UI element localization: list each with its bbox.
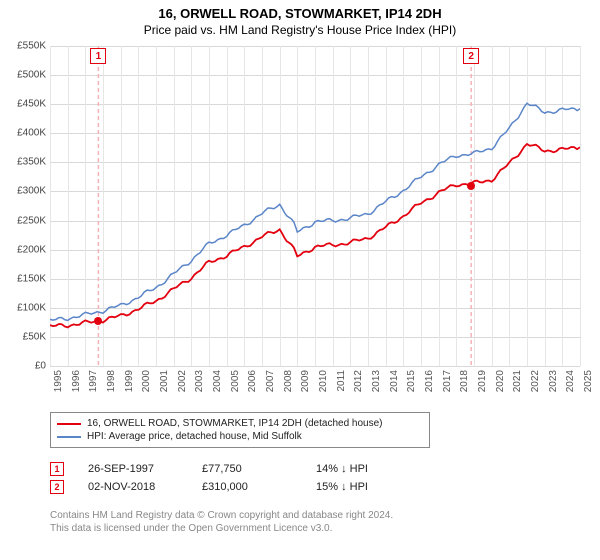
sales-table-row: 1 26-SEP-1997 £77,750 14% ↓ HPI: [50, 460, 580, 478]
y-axis-tick-label: £0: [6, 361, 46, 372]
x-axis-tick-label: 2021: [512, 370, 523, 392]
legend: 16, ORWELL ROAD, STOWMARKET, IP14 2DH (d…: [50, 412, 580, 448]
x-axis-tick-label: 1996: [71, 370, 82, 392]
y-axis-tick-label: £300K: [6, 186, 46, 197]
x-axis-tick-label: 2011: [336, 370, 347, 392]
y-axis-tick-label: £550K: [6, 41, 46, 52]
x-axis-tick-label: 2004: [212, 370, 223, 392]
y-axis-tick-label: £100K: [6, 302, 46, 313]
x-axis-tick-label: 2009: [300, 370, 311, 392]
sales-row-date: 26-SEP-1997: [88, 463, 178, 475]
x-axis-tick-label: 2005: [230, 370, 241, 392]
x-axis-tick-label: 2019: [477, 370, 488, 392]
sale-marker-1: 1: [90, 48, 106, 64]
y-axis-tick-label: £150K: [6, 273, 46, 284]
sales-table-row: 2 02-NOV-2018 £310,000 15% ↓ HPI: [50, 478, 580, 496]
x-axis-tick-label: 2000: [141, 370, 152, 392]
sale-point-dot: [94, 317, 102, 325]
sales-row-price: £310,000: [202, 481, 292, 493]
x-axis-tick-label: 2022: [530, 370, 541, 392]
legend-row: 16, ORWELL ROAD, STOWMARKET, IP14 2DH (d…: [57, 417, 423, 430]
x-axis-tick-label: 1999: [124, 370, 135, 392]
chart-title: 16, ORWELL ROAD, STOWMARKET, IP14 2DH: [0, 0, 600, 21]
sales-row-hpi-diff: 14% ↓ HPI: [316, 463, 406, 475]
x-axis-tick-label: 2020: [495, 370, 506, 392]
legend-row: HPI: Average price, detached house, Mid …: [57, 430, 423, 443]
y-axis-tick-label: £450K: [6, 99, 46, 110]
x-axis-tick-label: 1995: [53, 370, 64, 392]
sales-row-date: 02-NOV-2018: [88, 481, 178, 493]
x-axis-tick-label: 2018: [459, 370, 470, 392]
footer-attribution: Contains HM Land Registry data © Crown c…: [50, 510, 580, 535]
sale-marker-2: 2: [463, 48, 479, 64]
x-axis-tick-label: 2007: [265, 370, 276, 392]
footer-line-2: This data is licensed under the Open Gov…: [50, 523, 580, 536]
y-axis-tick-label: £50K: [6, 331, 46, 342]
legend-label: 16, ORWELL ROAD, STOWMARKET, IP14 2DH (d…: [87, 418, 382, 429]
x-axis-tick-label: 2015: [406, 370, 417, 392]
y-axis-tick-label: £200K: [6, 244, 46, 255]
legend-swatch: [57, 423, 81, 425]
footer-line-1: Contains HM Land Registry data © Crown c…: [50, 510, 580, 523]
series-line-property: [50, 144, 580, 327]
x-axis-tick-label: 2012: [353, 370, 364, 392]
line-series: [50, 46, 580, 366]
x-axis-tick-label: 1997: [88, 370, 99, 392]
y-axis-tick-label: £500K: [6, 70, 46, 81]
x-axis-tick-label: 2016: [424, 370, 435, 392]
grid-line-h: [50, 366, 580, 367]
sale-point-dot: [467, 182, 475, 190]
x-axis-tick-label: 2024: [565, 370, 576, 392]
sales-row-price: £77,750: [202, 463, 292, 475]
sales-row-hpi-diff: 15% ↓ HPI: [316, 481, 406, 493]
y-axis-tick-label: £350K: [6, 157, 46, 168]
y-axis-tick-label: £250K: [6, 215, 46, 226]
sales-row-marker: 1: [50, 462, 64, 476]
sales-table: 1 26-SEP-1997 £77,750 14% ↓ HPI 2 02-NOV-2018…: [50, 460, 580, 496]
sales-row-marker: 2: [50, 480, 64, 494]
figure-container: 16, ORWELL ROAD, STOWMARKET, IP14 2DH Pr…: [0, 0, 600, 560]
x-axis-tick-label: 2003: [194, 370, 205, 392]
chart-area: £0£50K£100K£150K£200K£250K£300K£350K£400…: [50, 46, 580, 396]
plot-region: 12: [50, 46, 580, 366]
x-axis-tick-label: 2013: [371, 370, 382, 392]
x-axis-tick-label: 2023: [548, 370, 559, 392]
series-line-hpi: [50, 103, 580, 320]
x-axis-tick-label: 2025: [583, 370, 594, 392]
legend-swatch: [57, 436, 81, 438]
x-axis-tick-label: 2001: [159, 370, 170, 392]
grid-line-v: [580, 46, 581, 366]
x-axis-tick-label: 2008: [283, 370, 294, 392]
chart-subtitle: Price paid vs. HM Land Registry's House …: [0, 21, 600, 37]
x-axis-tick-label: 2006: [247, 370, 258, 392]
legend-label: HPI: Average price, detached house, Mid …: [87, 431, 302, 442]
x-axis-tick-label: 2014: [389, 370, 400, 392]
x-axis-tick-label: 1998: [106, 370, 117, 392]
y-axis-tick-label: £400K: [6, 128, 46, 139]
x-axis-tick-label: 2002: [177, 370, 188, 392]
x-axis-tick-label: 2017: [442, 370, 453, 392]
x-axis-tick-label: 2010: [318, 370, 329, 392]
